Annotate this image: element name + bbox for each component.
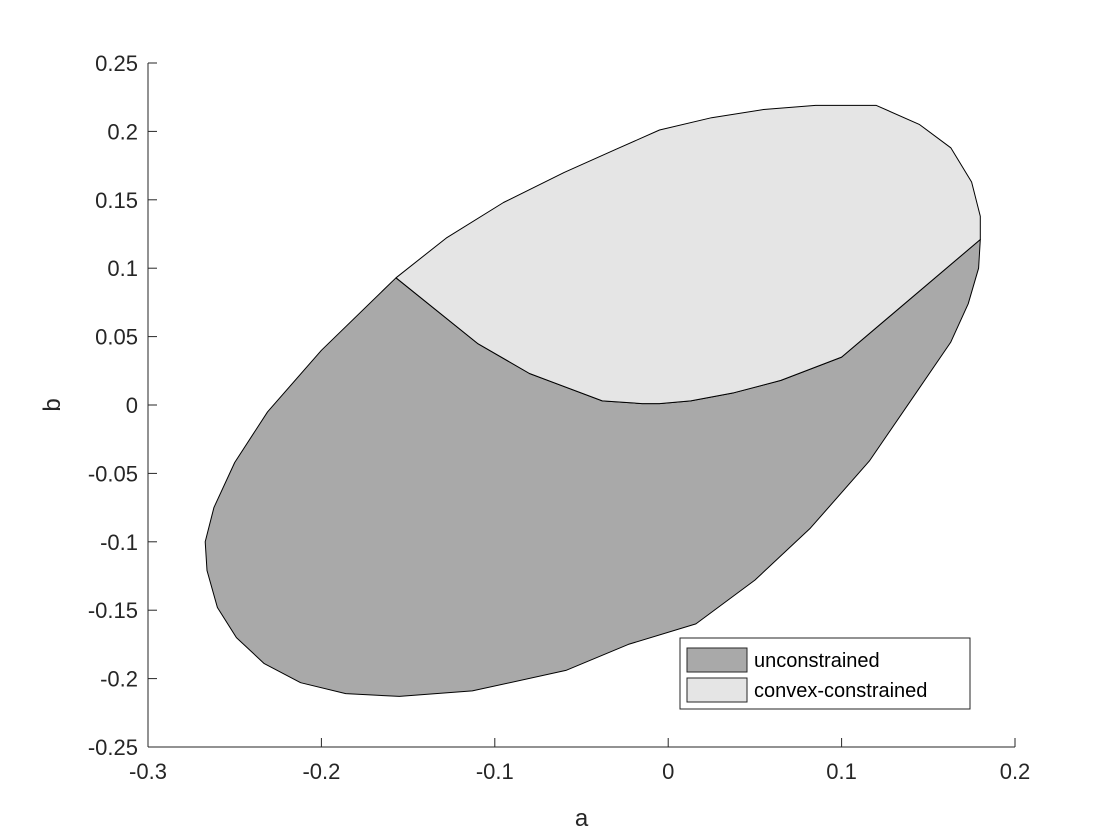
- x-tick-label: 0.2: [1000, 759, 1031, 784]
- y-tick-label: -0.15: [88, 598, 138, 623]
- x-axis-title: a: [575, 805, 589, 832]
- y-tick-label: 0.15: [95, 188, 138, 213]
- x-tick-label: 0.1: [826, 759, 857, 784]
- axes: -0.3 -0.2 -0.1 0 0.1 0.2 -0.25-0.2-0.15-0.1-0…: [88, 51, 1030, 784]
- x-tick-label: 0: [662, 759, 674, 784]
- legend-swatch-unconstrained: [686, 647, 748, 673]
- legend-label-unconstrained: unconstrained: [754, 650, 880, 672]
- x-tick-label: -0.2: [302, 759, 340, 784]
- y-tick-label: 0.25: [95, 51, 138, 76]
- y-tick-label: 0.2: [107, 119, 138, 144]
- plot-regions: [204, 104, 981, 697]
- y-tick-label: -0.2: [100, 667, 138, 692]
- y-tick-label: 0.1: [107, 256, 138, 281]
- y-axis-title: b: [39, 398, 66, 411]
- y-tick-label: 0.05: [95, 325, 138, 350]
- legend-swatch-convex-constrained: [686, 677, 748, 703]
- x-tick-label: -0.3: [129, 759, 167, 784]
- legend: unconstrained convex-constrained: [679, 637, 971, 710]
- y-tick-label: -0.1: [100, 530, 138, 555]
- x-tick-label: -0.1: [476, 759, 514, 784]
- region-convex-constrained: [395, 104, 981, 405]
- y-tick-label: -0.05: [88, 461, 138, 486]
- y-tick-label: 0: [126, 393, 138, 418]
- x-ticks: -0.3 -0.2 -0.1 0 0.1 0.2: [129, 738, 1030, 784]
- legend-label-convex-constrained: convex-constrained: [754, 680, 927, 702]
- y-tick-label: -0.25: [88, 735, 138, 760]
- y-ticks: -0.25 -0.2 -0.15 -0.1 -0.05 0 0.05 0.1 0.15 0.2 0.…: [88, 51, 157, 760]
